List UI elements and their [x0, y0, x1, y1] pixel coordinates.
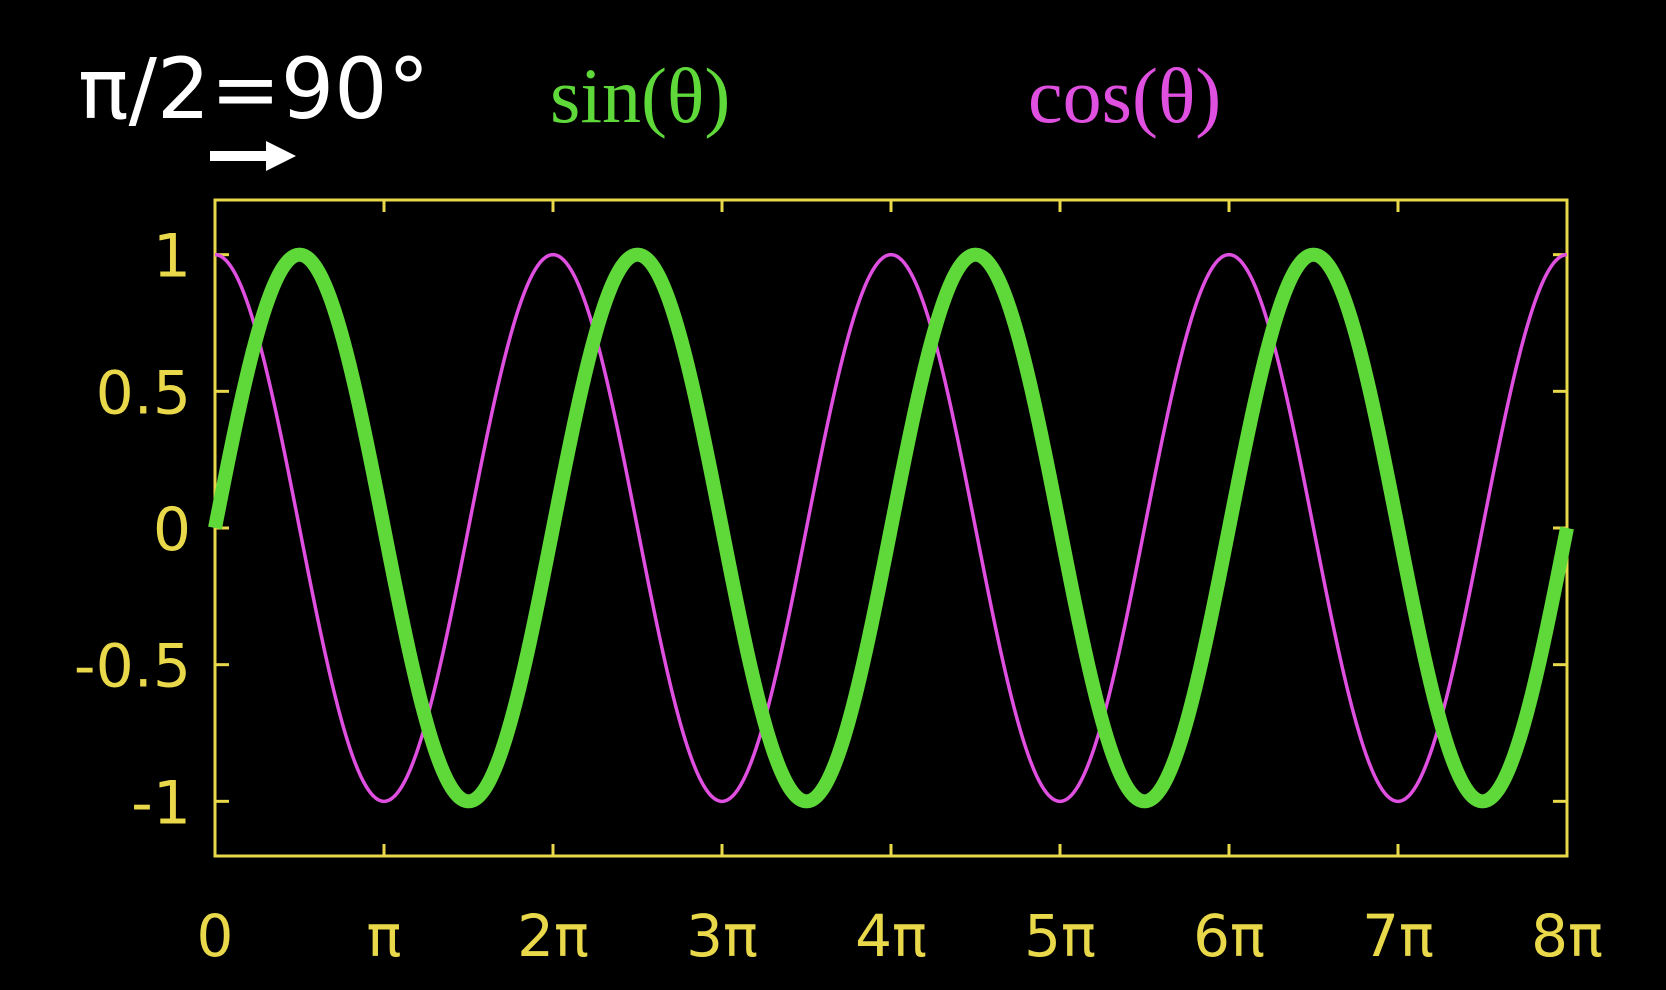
- phase-label: π/2=90°: [78, 40, 430, 138]
- right-arrow-icon: [210, 141, 296, 171]
- series-layer: [208, 247, 1574, 809]
- x-tick-label: 7π: [1362, 902, 1434, 970]
- y-tick-label: 0: [153, 495, 191, 565]
- x-tick-label: 8π: [1531, 902, 1603, 970]
- cos-series-line: [214, 252, 1568, 804]
- x-tick-label: 0: [197, 902, 234, 970]
- x-axis: 0 π 2π 3π 4π 5π 6π 7π 8π: [197, 200, 1603, 970]
- y-tick-label: -0.5: [74, 632, 191, 702]
- y-tick-label: 1: [153, 222, 191, 292]
- y-axis: 1 0.5 0 -0.5 -1: [74, 222, 1567, 838]
- legend-cos-label: cos(θ): [1028, 52, 1221, 139]
- x-tick-label: π: [367, 902, 402, 970]
- sin-series-line: [208, 247, 1574, 809]
- x-tick-label: 6π: [1193, 902, 1265, 970]
- y-tick-label: 0.5: [96, 358, 191, 428]
- x-tick-label: 5π: [1024, 902, 1096, 970]
- x-tick-label: 3π: [686, 902, 758, 970]
- legend-sin-label: sin(θ): [550, 52, 730, 139]
- x-tick-label: 4π: [855, 902, 927, 970]
- y-tick-label: -1: [131, 768, 191, 838]
- x-tick-label: 2π: [517, 902, 589, 970]
